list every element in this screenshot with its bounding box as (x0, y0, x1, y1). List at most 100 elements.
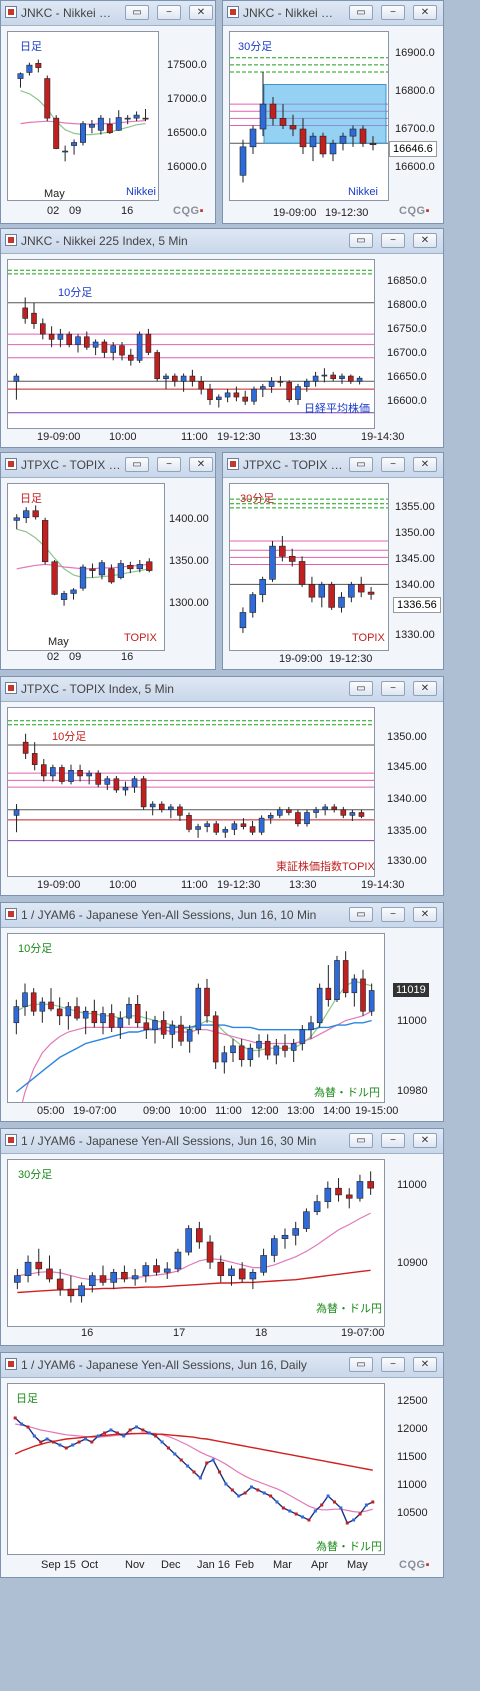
candle-body (251, 388, 257, 402)
chart-plot[interactable]: 10分足 為替・ドル円 (7, 933, 385, 1103)
candle-body (213, 823, 220, 833)
candle-body (321, 374, 328, 377)
restore-button[interactable]: ▭ (125, 5, 149, 20)
chart-plot[interactable]: 10分足 東証株価指数TOPIX (7, 707, 375, 877)
title-bar[interactable]: JTPXC - TOPIX In... ▭ − ✕ (1, 453, 215, 478)
restore-button[interactable]: ▭ (349, 681, 373, 696)
minimize-button[interactable]: − (381, 1133, 405, 1148)
close-button[interactable]: ✕ (413, 233, 437, 248)
price-bar (45, 1437, 49, 1441)
price-bar (281, 1506, 285, 1510)
candle-body (24, 1261, 32, 1276)
chart-plot[interactable]: 日足 Nikkei May (7, 31, 159, 201)
x-tick: Feb (235, 1559, 254, 1571)
price-bar (301, 1515, 305, 1519)
candle-body (86, 772, 92, 777)
close-button[interactable]: ✕ (413, 681, 437, 696)
price-bar (358, 1512, 362, 1516)
y-tick: 16650.0 (387, 371, 427, 383)
y-tick: 1335.00 (387, 825, 427, 837)
candle-body (230, 1045, 236, 1054)
candle-body (110, 1271, 118, 1283)
restore-button[interactable]: ▭ (349, 5, 373, 20)
close-button[interactable]: ✕ (413, 457, 437, 472)
price-bar (320, 1503, 324, 1507)
window-nikkei-daily[interactable]: JNKC - Nikkei 22... ▭ − ✕ 日足 Nikkei May … (0, 0, 216, 224)
y-tick: 1345.00 (395, 553, 435, 565)
restore-button[interactable]: ▭ (349, 233, 373, 248)
window-topix-daily[interactable]: JTPXC - TOPIX In... ▭ − ✕ 日足 TOPIX May 1… (0, 452, 216, 670)
candle-body (309, 135, 317, 148)
chart-svg (13, 505, 153, 606)
window-topix-5min[interactable]: JTPXC - TOPIX Index, 5 Min ▭ − ✕ 10分足 東証… (0, 676, 444, 896)
title-bar[interactable]: 1 / JYAM6 - Japanese Yen-All Sessions, J… (1, 1353, 443, 1378)
candle-body (78, 1285, 85, 1297)
price-bar (52, 1440, 56, 1444)
close-button[interactable]: ✕ (189, 457, 213, 472)
title-bar[interactable]: 1 / JYAM6 - Japanese Yen-All Sessions, J… (1, 1129, 443, 1154)
restore-button[interactable]: ▭ (349, 1357, 373, 1372)
x-tick: Oct (81, 1559, 99, 1571)
candle-body (22, 307, 28, 319)
minimize-button[interactable]: − (157, 457, 181, 472)
close-button[interactable]: ✕ (413, 907, 437, 922)
window-yen-30min[interactable]: 1 / JYAM6 - Japanese Yen-All Sessions, J… (0, 1128, 444, 1346)
candle-body (367, 591, 375, 595)
candle-body (313, 809, 319, 813)
close-button[interactable]: ✕ (189, 5, 213, 20)
window-yen-10min[interactable]: 1 / JYAM6 - Japanese Yen-All Sessions, J… (0, 902, 444, 1122)
restore-button[interactable]: ▭ (349, 457, 373, 472)
price-bar (64, 1446, 68, 1450)
x-tick: 19-09:00 (273, 207, 317, 219)
minimize-button[interactable]: − (157, 5, 181, 20)
symbol-label: TOPIX (352, 632, 385, 644)
candle-body (216, 396, 222, 400)
candle-body (249, 826, 256, 833)
candle-body (185, 1228, 192, 1253)
window-nikkei-5min[interactable]: JNKC - Nikkei 225 Index, 5 Min ▭ − ✕ 10分… (0, 228, 444, 448)
restore-button[interactable]: ▭ (349, 907, 373, 922)
minimize-button[interactable]: − (381, 1357, 405, 1372)
minimize-button[interactable]: − (381, 5, 405, 20)
title-bar[interactable]: JNKC - Nikkei 22... ▭ − ✕ (1, 1, 215, 26)
price-bar (122, 1434, 126, 1438)
close-button[interactable]: ✕ (413, 1357, 437, 1372)
x-tick: 16 (121, 205, 134, 217)
candle-body (66, 333, 73, 345)
title-bar[interactable]: 1 / JYAM6 - Japanese Yen-All Sessions, J… (1, 903, 443, 928)
minimize-button[interactable]: − (381, 681, 405, 696)
chart-plot[interactable]: 10分足 日経平均株価 (7, 259, 375, 429)
title-bar[interactable]: JNKC - Nikkei 225 ▭ − ✕ (223, 1, 443, 26)
window-topix-30min[interactable]: JTPXC - TOPIX Ind... ▭ − ✕ 30分足 TOPIX 13… (222, 452, 444, 670)
title-bar[interactable]: JTPXC - TOPIX Ind... ▭ − ✕ (223, 453, 443, 478)
candle-body (259, 103, 267, 130)
chart-plot[interactable]: 日足 TOPIX May (7, 483, 165, 651)
minimize-button[interactable]: − (381, 457, 405, 472)
title-bar[interactable]: JTPXC - TOPIX Index, 5 Min ▭ − ✕ (1, 677, 443, 702)
minimize-button[interactable]: − (381, 907, 405, 922)
ma-line-red (14, 1432, 373, 1471)
chart-plot[interactable]: 30分足 Nikkei (229, 31, 389, 201)
candle-body (145, 333, 152, 353)
candle-body (331, 806, 338, 811)
candle-body (48, 1001, 54, 1010)
chart-plot[interactable]: 日足 為替・ドル円 (7, 1383, 385, 1555)
candle-body (100, 1013, 106, 1024)
y-tick: 12000 (397, 1423, 428, 1435)
chart-plot[interactable]: 30分足 TOPIX (229, 483, 389, 651)
y-tick: 17000.0 (167, 93, 207, 105)
close-button[interactable]: ✕ (413, 5, 437, 20)
close-button[interactable]: ✕ (413, 1133, 437, 1148)
y-tick: 1350.00 (387, 731, 427, 743)
minimize-button[interactable]: − (381, 233, 405, 248)
symbol-label: 為替・ドル円 (316, 1541, 382, 1553)
title-bar[interactable]: JNKC - Nikkei 225 Index, 5 Min ▭ − ✕ (1, 229, 443, 254)
timeframe-label: 10分足 (52, 731, 87, 743)
y-tick: 1355.00 (395, 501, 435, 513)
restore-button[interactable]: ▭ (125, 457, 149, 472)
restore-button[interactable]: ▭ (349, 1133, 373, 1148)
window-yen-daily[interactable]: 1 / JYAM6 - Japanese Yen-All Sessions, J… (0, 1352, 444, 1578)
window-nikkei-30min[interactable]: JNKC - Nikkei 225 ▭ − ✕ 30分足 Nikkei 1690… (222, 0, 444, 224)
symbol-label: 為替・ドル円 (314, 1087, 380, 1099)
chart-plot[interactable]: 30分足 為替・ドル円 (7, 1159, 385, 1327)
